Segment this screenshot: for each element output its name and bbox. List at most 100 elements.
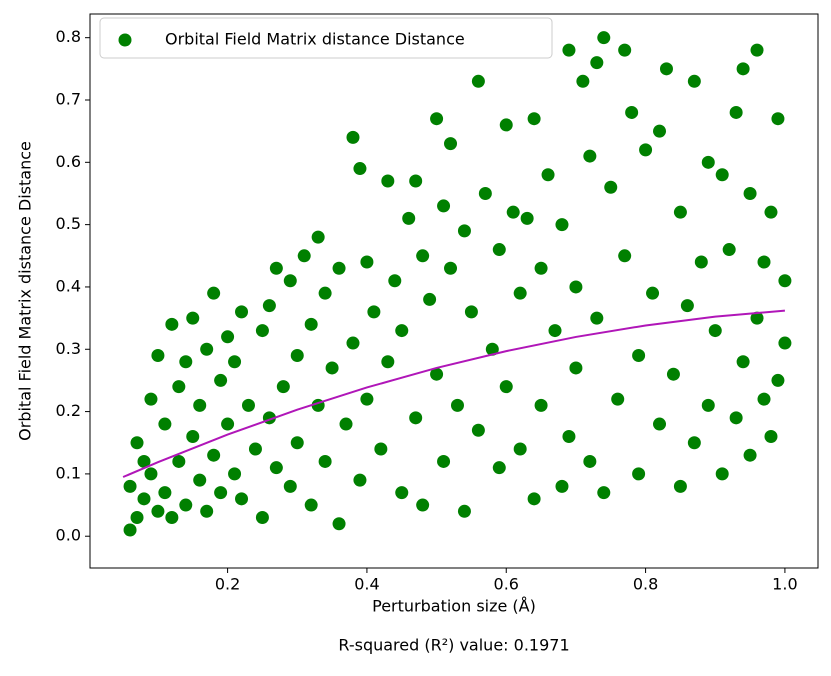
scatter-point <box>583 454 597 468</box>
scatter-point <box>430 367 444 381</box>
scatter-point <box>513 442 527 456</box>
scatter-point <box>743 186 757 200</box>
scatter-point <box>172 454 186 468</box>
scatter-point <box>165 511 179 525</box>
scatter-point <box>395 486 409 500</box>
scatter-point <box>708 324 722 338</box>
scatter-point <box>228 355 242 369</box>
scatter-point <box>646 286 660 300</box>
x-axis-label: Perturbation size (Å) <box>372 597 536 616</box>
scatter-point <box>130 436 144 450</box>
scatter-point <box>597 31 611 45</box>
scatter-point <box>437 199 451 213</box>
scatter-point <box>541 168 555 182</box>
y-tick-label: 0.3 <box>56 339 81 358</box>
scatter-point <box>694 255 708 269</box>
scatter-point <box>457 504 471 518</box>
scatter-point <box>729 411 743 425</box>
y-tick-label: 0.7 <box>56 89 81 108</box>
scatter-point <box>757 392 771 406</box>
scatter-point <box>409 411 423 425</box>
scatter-point <box>618 249 632 263</box>
scatter-point <box>207 448 221 462</box>
scatter-point <box>590 56 604 70</box>
scatter-point <box>471 423 485 437</box>
scatter-point <box>346 130 360 144</box>
scatter-point <box>360 255 374 269</box>
scatter-point <box>666 367 680 381</box>
scatter-point <box>527 112 541 126</box>
scatter-point <box>444 261 458 275</box>
scatter-point <box>464 305 478 319</box>
scatter-point <box>137 492 151 506</box>
scatter-point <box>193 398 207 412</box>
scatter-point <box>207 286 221 300</box>
scatter-point <box>214 373 228 387</box>
y-tick-label: 0.1 <box>56 463 81 482</box>
scatter-point <box>485 342 499 356</box>
y-axis-label: Orbital Field Matrix distance Distance <box>16 141 35 441</box>
scatter-point <box>235 305 249 319</box>
scatter-point <box>374 442 388 456</box>
scatter-point <box>764 430 778 444</box>
scatter-point <box>179 355 193 369</box>
legend-label: Orbital Field Matrix distance Distance <box>165 30 465 49</box>
legend-marker <box>118 33 132 47</box>
scatter-point <box>318 286 332 300</box>
scatter-point <box>353 473 367 487</box>
scatter-point <box>576 74 590 88</box>
scatter-point <box>276 380 290 394</box>
scatter-point <box>778 274 792 288</box>
scatter-point <box>346 336 360 350</box>
scatter-point <box>555 479 569 493</box>
scatter-point <box>562 430 576 444</box>
scatter-point <box>381 174 395 188</box>
scatter-point <box>520 211 534 225</box>
y-tick-label: 0.0 <box>56 526 81 545</box>
scatter-point <box>416 498 430 512</box>
scatter-point <box>151 348 165 362</box>
scatter-point <box>499 380 513 394</box>
scatter-point <box>764 205 778 219</box>
scatter-point <box>144 467 158 481</box>
y-tick-label: 0.5 <box>56 214 81 233</box>
scatter-point <box>534 261 548 275</box>
scatter-point <box>360 392 374 406</box>
scatter-point <box>332 517 346 531</box>
scatter-point <box>416 249 430 263</box>
scatter-point <box>750 43 764 57</box>
scatter-point <box>673 479 687 493</box>
scatter-point <box>332 261 346 275</box>
scatter-point <box>736 355 750 369</box>
scatter-point <box>228 467 242 481</box>
scatter-point <box>402 211 416 225</box>
scatter-point <box>534 398 548 412</box>
scatter-point <box>283 274 297 288</box>
scatter-point <box>632 348 646 362</box>
scatter-point <box>632 467 646 481</box>
scatter-point <box>604 180 618 194</box>
scatter-point <box>750 311 764 325</box>
scatter-point <box>673 205 687 219</box>
scatter-point <box>200 504 214 518</box>
scatter-point <box>158 486 172 500</box>
scatter-point <box>611 392 625 406</box>
scatter-point <box>158 417 172 431</box>
scatter-point <box>687 436 701 450</box>
scatter-point <box>492 461 506 475</box>
scatter-point <box>248 442 262 456</box>
scatter-point <box>555 218 569 232</box>
scatter-point <box>583 149 597 163</box>
scatter-point <box>255 324 269 338</box>
annotation: R-squared (R²) value: 0.1971 <box>338 636 569 655</box>
scatter-point <box>137 454 151 468</box>
scatter-point <box>144 392 158 406</box>
scatter-point <box>409 174 423 188</box>
scatter-point <box>151 504 165 518</box>
scatter-point <box>715 168 729 182</box>
scatter-point <box>590 311 604 325</box>
scatter-point <box>262 299 276 313</box>
scatter-point <box>395 324 409 338</box>
scatter-point <box>771 112 785 126</box>
